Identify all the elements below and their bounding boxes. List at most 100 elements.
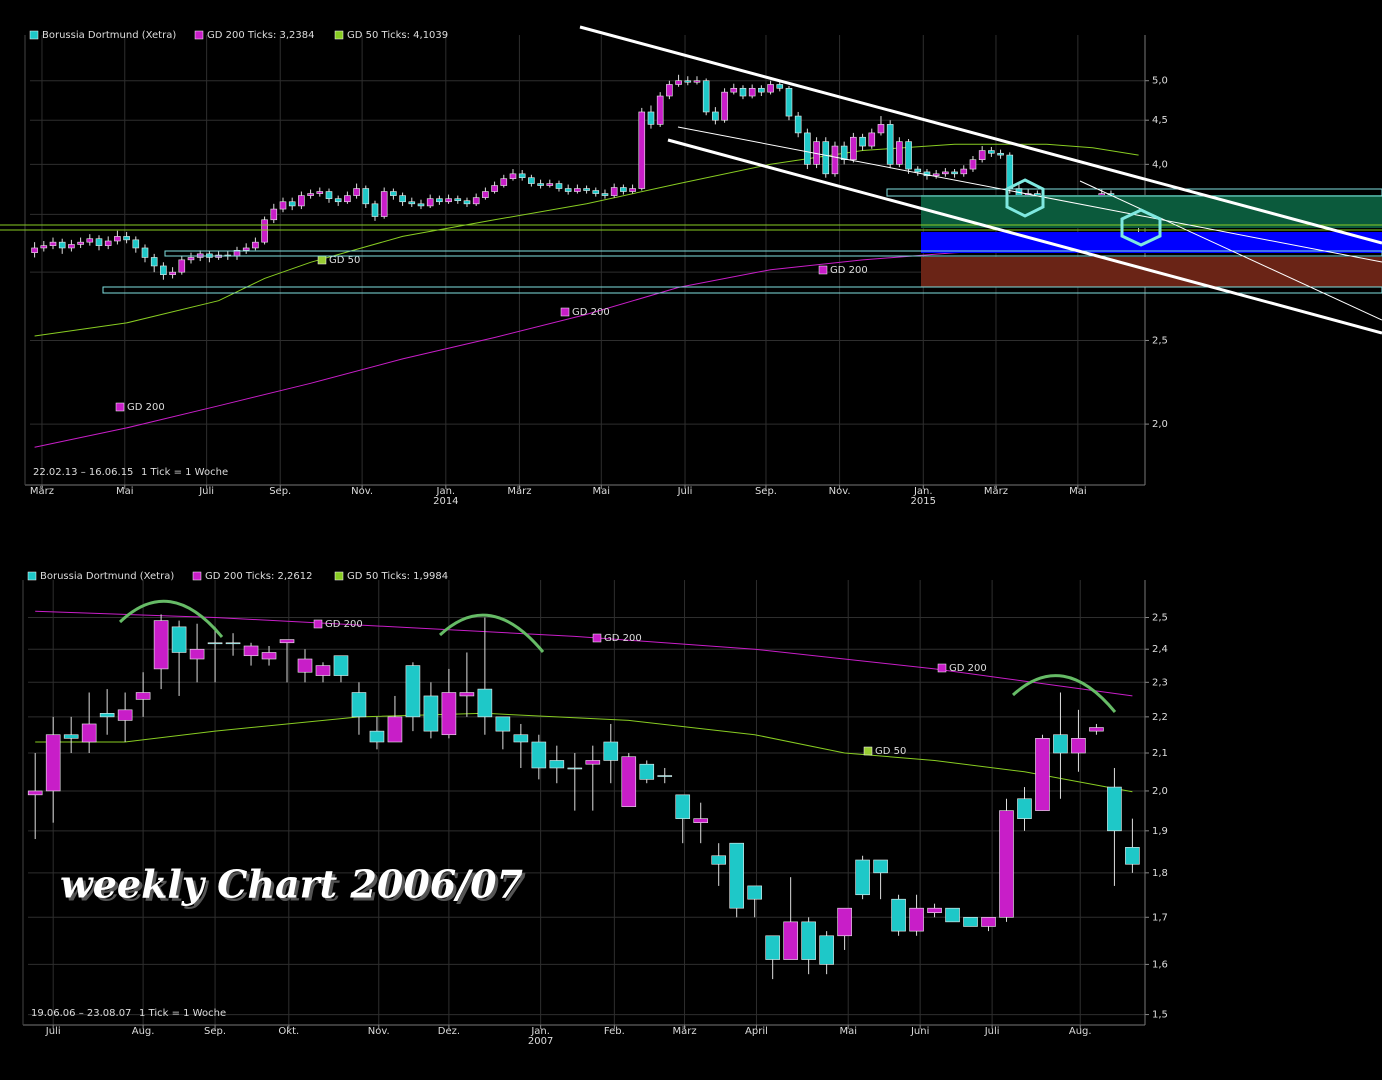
annotation-marker	[317, 255, 327, 265]
candle-body	[261, 652, 277, 660]
candle-body	[981, 916, 996, 927]
candle-body	[960, 168, 968, 175]
x-tick-label: Mai	[116, 486, 134, 497]
legend-label: GD 200 Ticks: 3,2384	[207, 30, 315, 41]
candle-body	[171, 626, 187, 653]
candle-body	[638, 111, 646, 189]
candle-body	[104, 240, 112, 246]
x-tick-label: Nov.	[368, 1026, 390, 1037]
candle-body	[822, 141, 830, 175]
candle-body	[675, 794, 691, 819]
x-year-label: 2015	[911, 496, 936, 507]
candle-body	[45, 734, 61, 792]
candle-body	[711, 855, 727, 865]
annotation-marker	[863, 746, 873, 756]
candle-body	[537, 183, 544, 186]
x-tick-label: Juli	[677, 486, 693, 497]
candle-body	[585, 760, 601, 765]
candle-body	[886, 124, 894, 165]
candle-body	[333, 655, 349, 676]
annotation-label: GD 200	[572, 307, 610, 318]
candle-body	[951, 171, 958, 175]
chart-panel-top: 2,02,53,03,54,04,55,0MärzMaiJuliSep.Nov.…	[24, 30, 1168, 507]
candle-body	[969, 159, 977, 170]
candle-body	[482, 191, 489, 198]
candle-body	[141, 247, 149, 258]
candle-body	[684, 80, 692, 83]
x-tick-label: März	[507, 486, 531, 497]
candle-body	[801, 921, 816, 960]
candle-body	[40, 245, 48, 249]
candle-body	[721, 91, 728, 121]
candle-body	[114, 236, 121, 242]
candle-body	[528, 177, 535, 184]
level-box	[102, 286, 1382, 294]
y-tick-label: 2,4	[1152, 644, 1168, 655]
channel-line	[677, 126, 1382, 263]
candle-body	[454, 198, 462, 202]
candle-body	[325, 191, 333, 199]
candle-body	[592, 190, 600, 194]
candle-body	[914, 168, 922, 173]
candle-body	[279, 639, 295, 644]
annotation-label: GD 50	[329, 255, 360, 266]
annotation-marker	[313, 619, 323, 629]
annotation-label: GD 200	[127, 402, 165, 413]
x-tick-label: Juli	[45, 1026, 61, 1037]
candle-body	[31, 247, 38, 253]
annotation-marker	[818, 265, 828, 275]
candle-body	[988, 150, 995, 154]
candle-body	[316, 191, 324, 194]
candle-body	[546, 183, 554, 186]
channel-line	[579, 25, 1382, 245]
chart-panel-bottom: 1,5 1,6 1,7 1,8 1,9 2,0 2,1 2,2 2,3 2,4 2,5 Juli Aug…	[22, 571, 1168, 1047]
candle-body	[405, 665, 421, 718]
candle-body	[610, 187, 618, 196]
candle-body	[1017, 798, 1032, 819]
candle-body	[945, 907, 960, 923]
y-tick-label: 5,0	[1152, 76, 1168, 87]
hexagon-marker	[1005, 178, 1045, 218]
caption-shadow: weekly Chart 2006/07	[63, 865, 526, 910]
annotation-label: GD 200	[325, 619, 363, 630]
candle-body	[353, 188, 360, 196]
candle-body	[77, 241, 84, 245]
candle-body	[27, 790, 43, 796]
candle-body	[564, 188, 572, 192]
candle-body	[712, 111, 719, 121]
level-box	[164, 250, 1382, 257]
candle-body	[639, 763, 655, 780]
y-tick-label: 2,5	[1152, 335, 1168, 346]
y-tick-label: 1,9	[1152, 826, 1168, 837]
candle-body	[298, 195, 305, 207]
candle-body	[747, 885, 762, 900]
candle-body	[729, 842, 744, 909]
y-tick-label: 1,7	[1152, 912, 1168, 923]
candle-body	[495, 716, 511, 732]
candle-body	[477, 688, 493, 718]
candle-body	[603, 741, 619, 761]
x-tick-label: Aug.	[132, 1026, 155, 1037]
y-tick-label: 2,5	[1152, 612, 1168, 623]
candle-body	[509, 173, 517, 179]
legend-label: GD 50 Ticks: 4,1039	[347, 30, 448, 41]
candle-body	[441, 692, 457, 736]
candle-body	[549, 760, 565, 769]
candle-body	[81, 723, 97, 743]
candle-body	[656, 95, 664, 125]
date-range: 19.06.06 – 23.08.07	[31, 1008, 131, 1019]
candle-body	[1071, 738, 1086, 754]
candle-body	[666, 84, 673, 97]
candle-body	[225, 642, 241, 645]
x-tick-label: Juli	[984, 1026, 1000, 1037]
x-tick-label: Feb.	[604, 1026, 625, 1037]
candle-body	[123, 236, 130, 241]
tick-note: 1 Tick = 1 Woche	[139, 1008, 226, 1019]
candle-body	[518, 173, 526, 178]
candle-body	[169, 271, 176, 275]
x-tick-label: Aug.	[1069, 1026, 1092, 1037]
legend-swatch	[27, 571, 37, 581]
candle-body	[380, 191, 388, 217]
